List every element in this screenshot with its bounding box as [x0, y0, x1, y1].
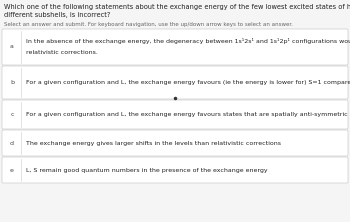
FancyBboxPatch shape — [2, 157, 348, 183]
Text: c: c — [10, 112, 14, 117]
Text: b: b — [10, 80, 14, 85]
Text: e: e — [10, 168, 14, 172]
Text: different subshells, is incorrect?: different subshells, is incorrect? — [4, 12, 110, 18]
Text: In the absence of the exchange energy, the degeneracy between 1s¹2s¹ and 1s¹2p¹ : In the absence of the exchange energy, t… — [26, 38, 350, 44]
Text: Which one of the following statements about the exchange energy of the few lowes: Which one of the following statements ab… — [4, 4, 350, 10]
Text: For a given configuration and L, the exchange energy favours states that are spa: For a given configuration and L, the exc… — [26, 112, 348, 117]
FancyBboxPatch shape — [2, 29, 348, 65]
Text: relativistic corrections.: relativistic corrections. — [26, 50, 98, 55]
Text: For a given configuration and L, the exchange energy favours (ie the energy is l: For a given configuration and L, the exc… — [26, 80, 350, 85]
FancyBboxPatch shape — [2, 130, 348, 156]
FancyBboxPatch shape — [2, 66, 348, 99]
FancyBboxPatch shape — [2, 100, 348, 129]
Text: d: d — [10, 141, 14, 145]
Text: Select an answer and submit. For keyboard navigation, use the up/down arrow keys: Select an answer and submit. For keyboar… — [4, 22, 293, 27]
Text: L, S remain good quantum numbers in the presence of the exchange energy: L, S remain good quantum numbers in the … — [26, 168, 268, 172]
Text: a: a — [10, 44, 14, 50]
Text: The exchange energy gives larger shifts in the levels than relativistic correcti: The exchange energy gives larger shifts … — [26, 141, 281, 145]
